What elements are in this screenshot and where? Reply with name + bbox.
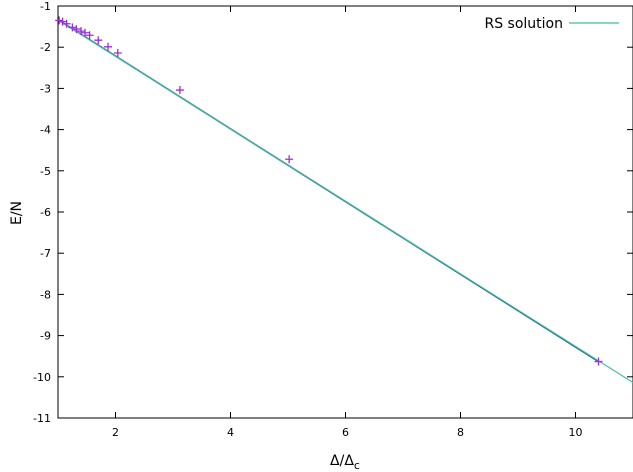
y-tick-label: -6 [40, 206, 51, 219]
y-axis-title: E/N [9, 201, 25, 225]
data-point [72, 25, 81, 34]
data-point [58, 17, 67, 26]
data-point [62, 19, 71, 28]
plot-area: -1 -2 -3 -4 -5 -6 -7 -8 -9 -10 -11 2 4 6 8 10 [33, 0, 633, 439]
x-tick-label: 8 [457, 426, 464, 439]
y-tick-label: -1 [40, 0, 51, 13]
data-point [175, 86, 184, 95]
x-tick-label: 6 [342, 426, 349, 439]
y-tick-label: -8 [40, 288, 51, 301]
legend-label: RS solution [484, 16, 563, 32]
x-tick-label: 10 [569, 426, 583, 439]
data-point [81, 28, 90, 37]
x-axis-title-main: Δ/Δ [330, 453, 354, 469]
y-tick-label: -11 [33, 412, 51, 425]
data-point [68, 23, 77, 32]
y-tick-label: -2 [40, 41, 51, 54]
data-point [85, 31, 94, 40]
data-point [113, 48, 122, 57]
y-tick-label: -3 [40, 82, 51, 95]
data-point [104, 42, 113, 51]
y-tick-label: -5 [40, 165, 51, 178]
x-axis-title-subscript: c [354, 459, 360, 472]
data-point [594, 357, 603, 366]
data-point [94, 36, 103, 45]
y-tick-label: -9 [40, 330, 51, 343]
rs-solution-line [57, 19, 633, 384]
y-tick-label: -4 [40, 124, 51, 137]
x-axis-title: Δ/Δc [330, 453, 360, 472]
plot-frame [57, 5, 633, 419]
y-tick-label: -10 [33, 371, 51, 384]
y-tick-label: -7 [40, 247, 51, 260]
data-point [55, 16, 64, 25]
legend: RS solution [484, 16, 619, 32]
data-point [77, 27, 85, 36]
x-tick-label: 2 [112, 426, 119, 439]
x-tick-label: 4 [227, 426, 234, 439]
data-point [285, 155, 294, 164]
